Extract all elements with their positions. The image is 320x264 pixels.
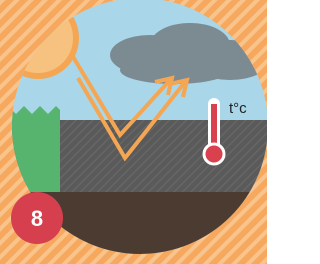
thermometer-label: t°c [229, 100, 247, 117]
illustration: t°c 8 [0, 0, 267, 264]
badge-label: 8 [31, 206, 43, 231]
